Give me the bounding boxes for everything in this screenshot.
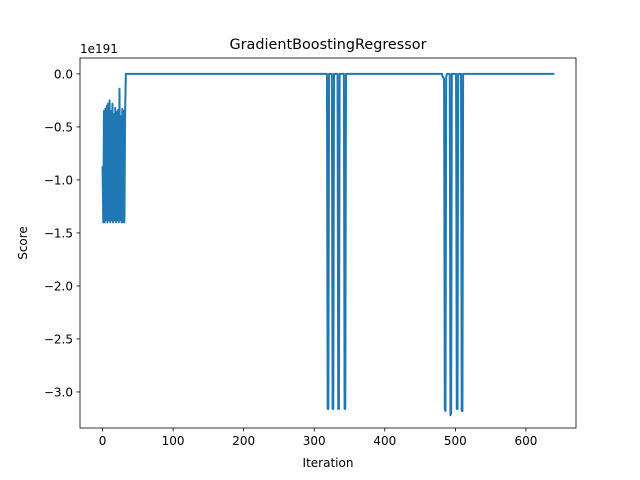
- y-tick-label: −2.5: [44, 332, 73, 346]
- x-tick-label: 500: [444, 434, 467, 448]
- y-tick-label: −0.5: [44, 120, 73, 134]
- y-axis-label: Score: [16, 226, 30, 260]
- y-tick-label: −2.0: [44, 279, 73, 293]
- x-tick-label: 300: [303, 434, 326, 448]
- y-offset-label: 1e191: [80, 42, 118, 56]
- x-tick-label: 400: [373, 434, 396, 448]
- x-tick-label: 100: [162, 434, 185, 448]
- x-tick-label: 0: [99, 434, 107, 448]
- tick-group: 0 100 200 300 400 500 600 0.0 −0.5 −1.0 −1.5 −2.0 −2…: [44, 67, 538, 448]
- score-series-line: [101, 72, 555, 417]
- y-tick-label: −1.0: [44, 173, 73, 187]
- plot-area: [101, 72, 555, 417]
- y-tick-label: 0.0: [54, 67, 73, 81]
- y-tick-label: −3.0: [44, 385, 73, 399]
- y-tick-label: −1.5: [44, 226, 73, 240]
- x-tick-label: 200: [232, 434, 255, 448]
- axes-frame: [79, 57, 577, 429]
- x-axis-label: Iteration: [303, 456, 354, 470]
- chart-title: GradientBoostingRegressor: [229, 37, 426, 53]
- x-tick-label: 600: [514, 434, 537, 448]
